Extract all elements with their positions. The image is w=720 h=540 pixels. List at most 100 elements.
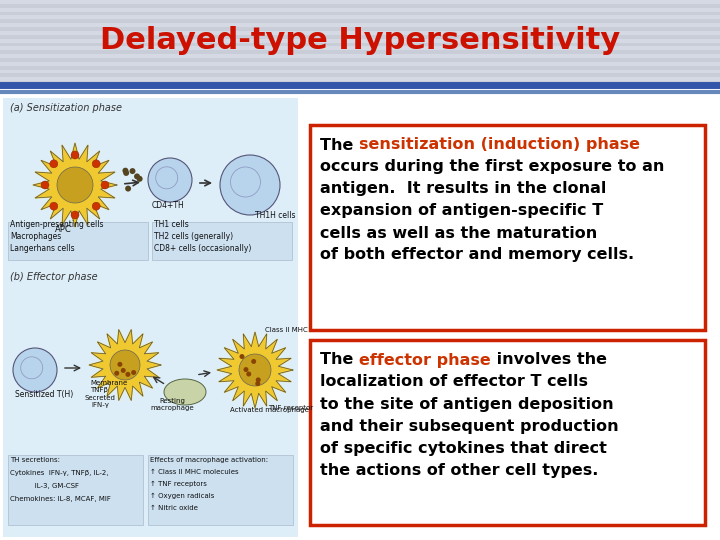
Circle shape: [122, 167, 128, 174]
Circle shape: [71, 211, 79, 219]
Bar: [0, 39, 720, 43]
Text: Activated macrophage: Activated macrophage: [230, 407, 309, 413]
Text: ↑ Nitric oxide: ↑ Nitric oxide: [150, 505, 198, 511]
Text: TH secretions:: TH secretions:: [10, 457, 60, 463]
Text: TH1 cells: TH1 cells: [154, 220, 189, 229]
Bar: [0, 50, 720, 54]
Bar: [0, 77, 720, 81]
Bar: [3, 98, 298, 537]
Bar: [148, 455, 293, 525]
Circle shape: [110, 350, 140, 380]
Text: (a) Sensitization phase: (a) Sensitization phase: [10, 103, 122, 113]
Bar: [0, 73, 720, 77]
Text: Chemokines: IL-8, MCAF, MIF: Chemokines: IL-8, MCAF, MIF: [10, 496, 111, 502]
Circle shape: [50, 202, 58, 210]
Bar: [0, 4, 720, 8]
Bar: [152, 222, 292, 260]
Text: cells as well as the maturation: cells as well as the maturation: [320, 226, 598, 240]
Text: Antigen-presenting cells: Antigen-presenting cells: [10, 220, 104, 229]
Circle shape: [13, 348, 57, 392]
Text: IL-3, GM-CSF: IL-3, GM-CSF: [10, 483, 79, 489]
Bar: [0, 54, 720, 58]
Text: TH2 cells (generally): TH2 cells (generally): [154, 232, 233, 241]
Text: ↑ Class II MHC molecules: ↑ Class II MHC molecules: [150, 469, 238, 475]
Circle shape: [251, 359, 256, 364]
Text: The: The: [320, 138, 359, 152]
Circle shape: [256, 377, 261, 382]
Circle shape: [125, 186, 131, 192]
Bar: [0, 11, 720, 16]
Text: TH1H cells: TH1H cells: [255, 211, 295, 220]
Bar: [0, 81, 720, 85]
Bar: [8, 455, 143, 525]
Circle shape: [156, 167, 178, 189]
Text: ↑ Oxygen radicals: ↑ Oxygen radicals: [150, 493, 215, 499]
Circle shape: [134, 173, 140, 179]
Text: TNF receptor: TNF receptor: [268, 405, 313, 411]
Circle shape: [239, 354, 271, 386]
Text: localization of effector T cells: localization of effector T cells: [320, 375, 588, 389]
Text: (b) Effector phase: (b) Effector phase: [10, 272, 98, 282]
Circle shape: [148, 158, 192, 202]
Circle shape: [71, 151, 79, 159]
Text: CD4+TH: CD4+TH: [152, 201, 185, 210]
Text: Delayed-type Hypersensitivity: Delayed-type Hypersensitivity: [100, 26, 620, 55]
Circle shape: [243, 367, 248, 372]
Circle shape: [92, 202, 100, 210]
Text: the actions of other cell types.: the actions of other cell types.: [320, 462, 598, 477]
Text: involves the: involves the: [491, 353, 607, 368]
Text: Sensitized T(H): Sensitized T(H): [15, 390, 73, 399]
Circle shape: [230, 167, 261, 197]
Circle shape: [41, 181, 49, 189]
Circle shape: [130, 168, 135, 174]
Text: of both effector and memory cells.: of both effector and memory cells.: [320, 247, 634, 262]
Text: Class II MHC: Class II MHC: [265, 327, 307, 333]
Bar: [0, 31, 720, 35]
Circle shape: [121, 368, 126, 373]
Bar: [0, 35, 720, 39]
Bar: [0, 43, 720, 46]
Bar: [8, 222, 148, 260]
Circle shape: [57, 167, 93, 203]
Circle shape: [240, 354, 245, 359]
Bar: [0, 16, 720, 19]
Text: effector phase: effector phase: [359, 353, 491, 368]
Text: APC: APC: [55, 225, 72, 234]
Circle shape: [123, 170, 129, 176]
Polygon shape: [33, 143, 117, 227]
Bar: [0, 27, 720, 31]
Ellipse shape: [164, 379, 206, 405]
Circle shape: [50, 160, 58, 168]
Text: antigen.  It results in the clonal: antigen. It results in the clonal: [320, 181, 606, 197]
Circle shape: [117, 362, 122, 367]
Text: ↑ TNF receptors: ↑ TNF receptors: [150, 481, 207, 487]
Circle shape: [246, 372, 251, 376]
Bar: [0, 0, 720, 4]
Text: expansion of antigen-specific T: expansion of antigen-specific T: [320, 204, 603, 219]
Circle shape: [256, 381, 260, 386]
Text: Langerhans cells: Langerhans cells: [10, 244, 75, 253]
Text: occurs during the first exposure to an: occurs during the first exposure to an: [320, 159, 665, 174]
Circle shape: [21, 357, 42, 379]
Bar: [0, 58, 720, 62]
Polygon shape: [217, 332, 293, 408]
Text: Secreted
IFN-γ: Secreted IFN-γ: [84, 395, 115, 408]
Bar: [0, 8, 720, 11]
Text: sensitization (induction) phase: sensitization (induction) phase: [359, 138, 640, 152]
Text: and their subsequent production: and their subsequent production: [320, 418, 618, 434]
Bar: [0, 19, 720, 23]
Text: Resting
macrophage: Resting macrophage: [150, 398, 194, 411]
Text: The: The: [320, 353, 359, 368]
Text: of specific cytokines that direct: of specific cytokines that direct: [320, 441, 607, 456]
Text: Effects of macrophage activation:: Effects of macrophage activation:: [150, 457, 268, 463]
Polygon shape: [89, 329, 161, 401]
Text: CD8+ cells (occasionally): CD8+ cells (occasionally): [154, 244, 251, 253]
Circle shape: [92, 160, 100, 168]
Bar: [0, 62, 720, 66]
Bar: [0, 66, 720, 70]
Bar: [310, 340, 705, 525]
Text: Macrophages: Macrophages: [10, 232, 61, 241]
Circle shape: [137, 176, 143, 182]
Text: Cytokines  IFN-γ, TNFβ, IL-2,: Cytokines IFN-γ, TNFβ, IL-2,: [10, 470, 109, 476]
Circle shape: [125, 372, 130, 377]
